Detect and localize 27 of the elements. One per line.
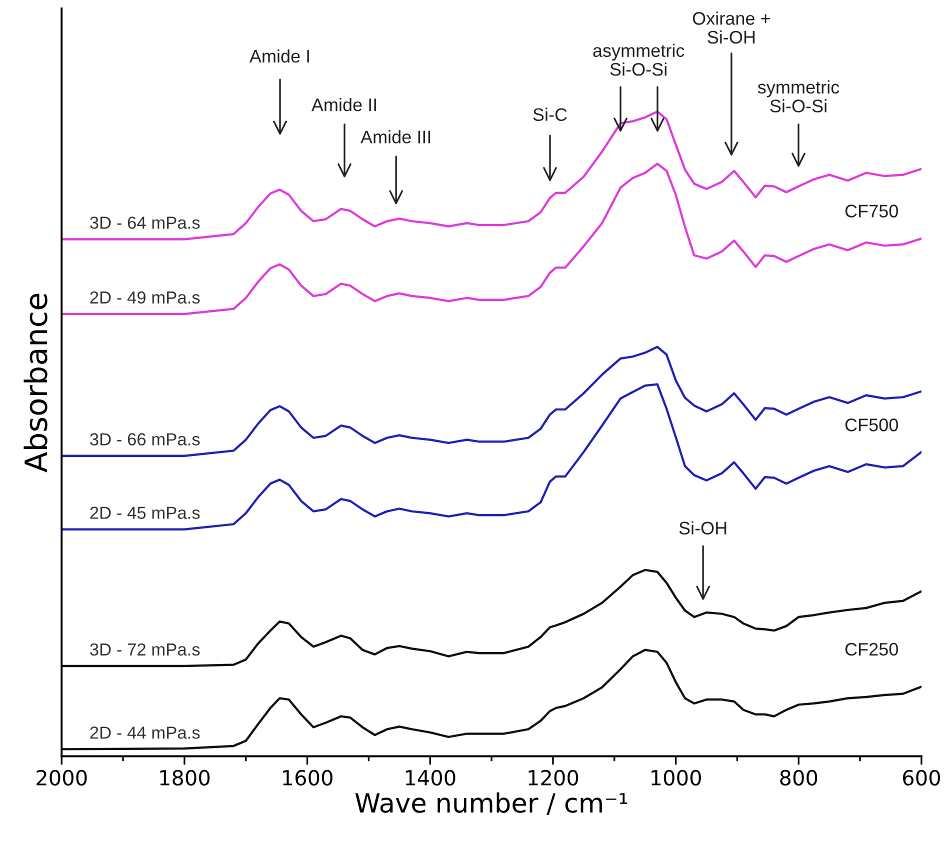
series-label: 2D - 49 mPa.s — [90, 291, 200, 304]
annotation: CF250 — [845, 642, 898, 656]
series-label: 3D - 64 mPa.s — [90, 216, 200, 229]
text: asymmetric Si-O-Si — [593, 44, 684, 76]
annotation: Si-OH — [679, 521, 726, 535]
series-label: 2D - 45 mPa.s — [90, 506, 200, 519]
x-tick-label: 1000 — [652, 770, 701, 786]
annotation: CF500 — [845, 418, 898, 432]
x-tick-label: 1600 — [283, 770, 332, 786]
y-axis-title: Absorbance — [24, 294, 48, 472]
x-tick-label: 1400 — [406, 770, 456, 786]
annotation: symmetric Si-O-Si — [758, 80, 840, 112]
series-label: 3D - 72 mPa.s — [90, 643, 200, 656]
text: Amide I — [249, 49, 309, 63]
series-label: 2D - 44 mPa.s — [90, 726, 200, 739]
series-label: 3D - 66 mPa.s — [90, 433, 200, 446]
text: Oxirane + Si-OH — [692, 12, 770, 44]
x-tick-label: 1200 — [528, 770, 578, 786]
x-tick-label: 600 — [903, 770, 940, 786]
x-tick-label: 2000 — [36, 770, 87, 786]
x-tick-label: 1800 — [160, 770, 210, 786]
x-tick-label: 800 — [780, 770, 818, 786]
text: Amide II — [311, 98, 376, 112]
annotation: CF750 — [845, 204, 898, 218]
x-axis-title: Wave number / cm⁻¹ — [355, 792, 628, 815]
annotation: Si-C — [533, 108, 567, 121]
annotation: Amide III — [360, 130, 430, 144]
